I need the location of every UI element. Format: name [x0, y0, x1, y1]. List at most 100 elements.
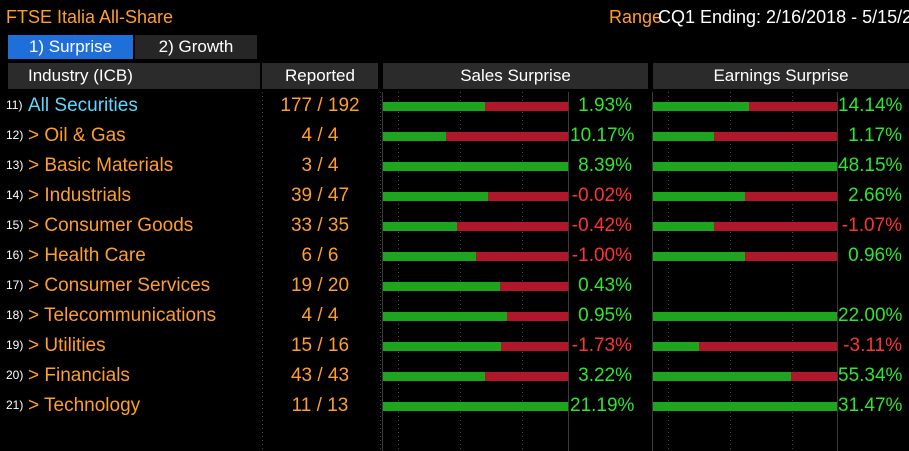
index-title: FTSE Italia All-Share — [6, 7, 174, 27]
earnings-surprise-value: 55.34% — [838, 365, 903, 386]
earnings-bar-negative-part — [745, 252, 837, 261]
industry-name[interactable]: > Consumer Services — [28, 275, 211, 296]
table-row[interactable]: 11) All Securities 177 / 192 1.93% 14.14% — [0, 92, 909, 122]
table-row[interactable]: 12) > Oil & Gas 4 / 4 10.17% 1.17% — [0, 122, 909, 152]
view-tabs: 1) Surprise 2) Growth — [8, 35, 258, 60]
sales-surprise-bar — [383, 252, 568, 261]
earnings-surprise-bar — [653, 372, 837, 381]
industry-name[interactable]: > Oil & Gas — [28, 125, 126, 146]
reported-count: 11 / 13 — [291, 395, 349, 416]
earnings-bar-negative-part — [791, 372, 837, 381]
table-row[interactable]: 17) > Consumer Services 19 / 20 0.43% — [0, 272, 909, 302]
earnings-surprise-value: 14.14% — [838, 95, 903, 116]
table-row[interactable]: 15) > Consumer Goods 33 / 35 -0.42% -1.07% — [0, 212, 909, 242]
sales-surprise-bar — [383, 372, 568, 381]
earnings-bar-negative-part — [748, 102, 837, 111]
reported-count: 3 / 4 — [301, 155, 339, 176]
industry-name[interactable]: All Securities — [28, 95, 138, 116]
earnings-surprise-value: -3.11% — [843, 335, 902, 356]
range-value[interactable]: CQ1 Ending: 2/16/2018 - 5/15/2018 — [658, 7, 909, 27]
reported-count: 177 / 192 — [280, 95, 360, 116]
reported-count: 43 / 43 — [290, 365, 350, 386]
table-row[interactable]: 19) > Utilities 15 / 16 -1.73% -3.11% — [0, 332, 909, 362]
sales-surprise-value: 21.19% — [570, 395, 635, 416]
sales-surprise-bar — [383, 222, 568, 231]
sales-surprise-bar — [383, 282, 568, 291]
earnings-surprise-value: 1.17% — [848, 125, 902, 146]
sales-bar-negative-part — [506, 312, 568, 321]
column-divider — [837, 92, 838, 451]
sales-surprise-value: 0.43% — [578, 275, 632, 296]
earnings-surprise-bar — [653, 402, 837, 411]
sales-surprise-bar — [383, 192, 568, 201]
tab-growth[interactable]: 2) Growth — [135, 35, 257, 59]
column-header-reported[interactable]: Reported — [262, 63, 378, 89]
industry-name[interactable]: > Industrials — [28, 185, 131, 206]
tab-surprise[interactable]: 1) Surprise — [8, 35, 133, 59]
reported-count: 4 / 4 — [301, 125, 339, 146]
reported-count: 4 / 4 — [301, 305, 339, 326]
industry-name[interactable]: > Telecommunications — [28, 305, 217, 326]
sales-surprise-bar — [383, 102, 568, 111]
table-row[interactable]: 21) > Technology 11 / 13 21.19% 31.47% — [0, 392, 909, 422]
earnings-surprise-bar — [653, 312, 837, 321]
table-row[interactable]: 13) > Basic Materials 3 / 4 8.39% 48.15% — [0, 152, 909, 182]
earnings-surprise-value: 0.96% — [848, 245, 902, 266]
sales-surprise-bar — [383, 132, 568, 141]
column-divider — [262, 92, 263, 451]
earnings-surprise-bar — [653, 342, 837, 351]
table-row[interactable]: 16) > Health Care 6 / 6 -1.00% 0.96% — [0, 242, 909, 272]
earnings-surprise-value: 22.00% — [838, 305, 903, 326]
row-number: 16) — [6, 248, 24, 262]
sales-surprise-value: 1.93% — [578, 95, 632, 116]
sales-bar-negative-part — [445, 132, 568, 141]
column-header-sales-surprise[interactable]: Sales Surprise — [383, 63, 648, 89]
industry-name[interactable]: > Health Care — [28, 245, 146, 266]
industry-name[interactable]: > Utilities — [28, 335, 106, 356]
earnings-surprise-value: 2.66% — [848, 185, 902, 206]
earnings-surprise-value: -1.07% — [841, 215, 902, 236]
column-divider — [652, 92, 653, 451]
title-bar: FTSE Italia All-Share Range CQ1 Ending: … — [0, 0, 909, 34]
earnings-surprise-value: 31.47% — [838, 395, 903, 416]
earnings-bar-negative-part — [713, 222, 837, 231]
row-number: 13) — [6, 158, 24, 172]
column-divider — [380, 92, 381, 451]
row-number: 15) — [6, 218, 24, 232]
sales-surprise-bar — [383, 342, 568, 351]
sales-surprise-value: 0.95% — [578, 305, 632, 326]
earnings-surprise-bar — [653, 102, 837, 111]
sales-surprise-value: 8.39% — [578, 155, 632, 176]
row-number: 17) — [6, 278, 24, 292]
industry-name[interactable]: > Financials — [28, 365, 130, 386]
earnings-bar-negative-part — [699, 342, 837, 351]
sales-surprise-value: -0.02% — [571, 185, 632, 206]
sales-surprise-value: -0.42% — [571, 215, 632, 236]
column-header-industry[interactable]: Industry (ICB) — [8, 63, 260, 89]
sales-surprise-value: 3.22% — [578, 365, 632, 386]
row-number: 20) — [6, 368, 24, 382]
earnings-surprise-bar — [653, 132, 837, 141]
sales-surprise-value: -1.73% — [571, 335, 632, 356]
sales-bar-negative-part — [499, 282, 568, 291]
sales-bar-negative-part — [501, 342, 568, 351]
industry-name[interactable]: > Consumer Goods — [28, 215, 194, 236]
column-divider — [382, 92, 383, 451]
row-number: 11) — [6, 98, 23, 112]
industry-name[interactable]: > Basic Materials — [28, 155, 174, 176]
table-row[interactable]: 14) > Industrials 39 / 47 -0.02% 2.66% — [0, 182, 909, 212]
column-header-earnings-surprise[interactable]: Earnings Surprise — [653, 63, 909, 89]
table-row[interactable]: 18) > Telecommunications 4 / 4 0.95% 22.00% — [0, 302, 909, 332]
earnings-surprise-value: 48.15% — [838, 155, 903, 176]
reported-count: 6 / 6 — [301, 245, 339, 266]
table-row[interactable]: 20) > Financials 43 / 43 3.22% 55.34% — [0, 362, 909, 392]
reported-count: 15 / 16 — [290, 335, 350, 356]
grid-dots — [668, 92, 669, 451]
sales-surprise-value: 10.17% — [570, 125, 635, 146]
industry-name[interactable]: > Technology — [28, 395, 141, 416]
sales-surprise-bar — [383, 312, 568, 321]
grid-dots — [398, 92, 399, 451]
earnings-surprise-bar — [653, 222, 837, 231]
sales-surprise-bar — [383, 162, 568, 171]
range-label[interactable]: Range — [609, 7, 663, 27]
